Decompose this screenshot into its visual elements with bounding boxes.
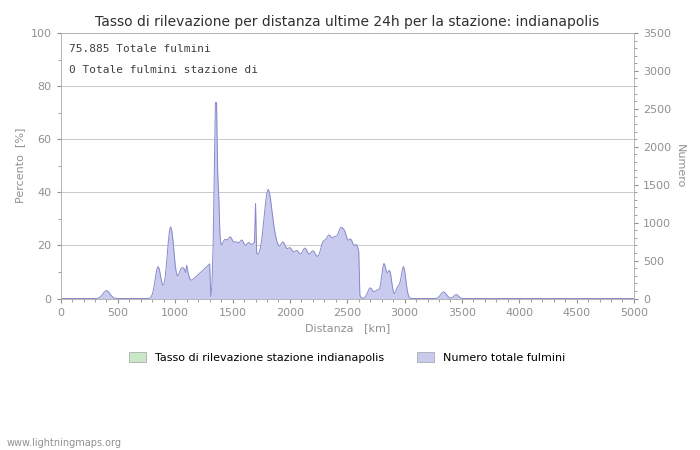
- Y-axis label: Numero: Numero: [675, 144, 685, 188]
- Text: 75.885 Totale fulmini: 75.885 Totale fulmini: [69, 44, 211, 54]
- Title: Tasso di rilevazione per distanza ultime 24h per la stazione: indianapolis: Tasso di rilevazione per distanza ultime…: [95, 15, 599, 29]
- Text: 0 Totale fulmini stazione di: 0 Totale fulmini stazione di: [69, 65, 258, 75]
- X-axis label: Distanza   [km]: Distanza [km]: [304, 323, 390, 333]
- Y-axis label: Percento  [%]: Percento [%]: [15, 128, 25, 203]
- Text: www.lightningmaps.org: www.lightningmaps.org: [7, 438, 122, 448]
- Legend: Tasso di rilevazione stazione indianapolis, Numero totale fulmini: Tasso di rilevazione stazione indianapol…: [125, 348, 570, 367]
